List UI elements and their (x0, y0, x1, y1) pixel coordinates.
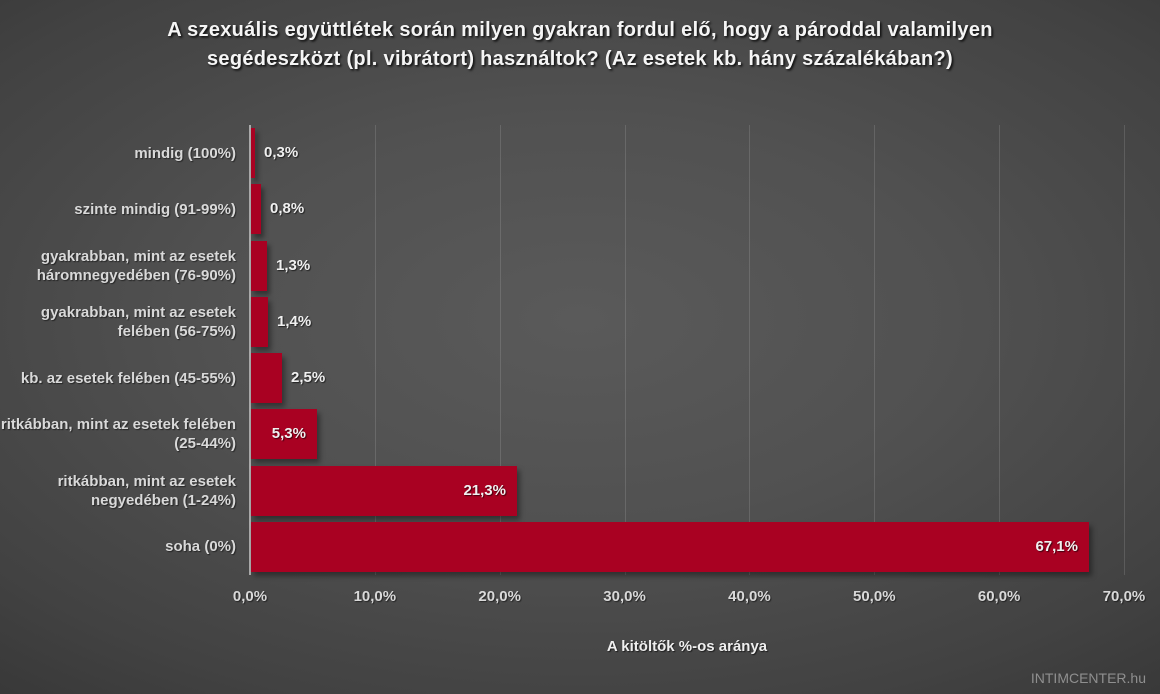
x-tick-label: 20,0% (478, 588, 521, 605)
x-axis-title: A kitöltők %-os aránya (606, 638, 768, 655)
value-label: 5,3% (271, 425, 306, 443)
x-tick-label: 40,0% (728, 588, 771, 605)
value-label: 0,3% (264, 144, 299, 162)
x-tick-label: 60,0% (977, 588, 1021, 605)
category-label: kb. az esetek felében (45-55%) (20, 369, 236, 387)
value-label: 67,1% (1035, 537, 1078, 555)
category-label: szinte mindig (91-99%) (74, 200, 236, 218)
gridline (999, 125, 1001, 575)
value-label: 1,4% (277, 312, 312, 330)
gridline (624, 125, 626, 575)
watermark: INTIMCENTER.hu (1030, 670, 1146, 686)
category-label: soha (0%) (165, 538, 236, 556)
category-label: gyakrabban, mint az esetek háromnegyedéb… (36, 247, 236, 284)
gridline (374, 125, 376, 575)
bar (251, 296, 268, 347)
value-label: 21,3% (463, 481, 506, 499)
chart-title: A szexuális együttlétek során milyen gya… (167, 19, 993, 70)
value-label: 1,3% (276, 256, 311, 274)
gridline (749, 125, 751, 575)
gridline (874, 125, 876, 575)
category-label: ritkábban, mint az esetek negyedében (1-… (57, 472, 236, 509)
x-tick-label: 30,0% (603, 588, 646, 605)
x-tick-label: 50,0% (853, 588, 896, 605)
gridline (1124, 125, 1125, 575)
bar (251, 521, 1089, 572)
x-tick-label: 70,0% (1102, 588, 1146, 605)
bar (251, 353, 282, 404)
category-label: mindig (100%) (134, 144, 236, 162)
plot-area: 0,3% 0,8% 1,3% 1,4% 2,5% 5,3% 21,3% 67,1% (249, 125, 1125, 575)
gridline (499, 125, 501, 575)
bar (251, 409, 317, 460)
value-label: 2,5% (291, 369, 326, 387)
category-label: ritkábban, mint az esetek felében (25-44… (0, 416, 236, 453)
bar (251, 128, 255, 179)
bar (251, 240, 267, 291)
value-label: 0,8% (270, 200, 305, 218)
y-axis-line (249, 125, 251, 575)
x-tick-label: 10,0% (353, 588, 397, 605)
bar (251, 465, 517, 516)
x-tick-label: 0,0% (232, 588, 268, 605)
category-label: gyakrabban, mint az esetek felében (56-7… (40, 303, 236, 340)
bar (251, 184, 261, 235)
